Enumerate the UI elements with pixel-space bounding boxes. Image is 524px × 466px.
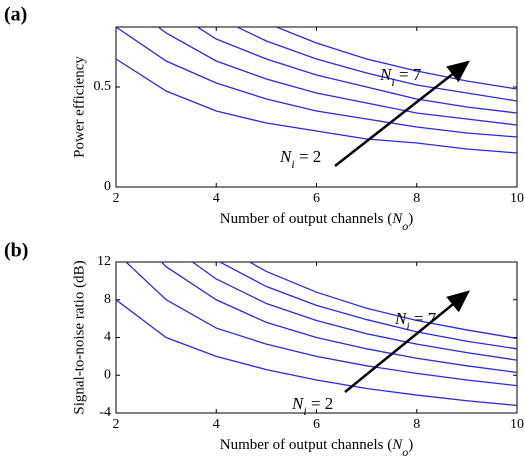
annotation: Ni = 7 <box>394 309 437 333</box>
x-axis-label: Number of output channels (No) <box>220 437 413 458</box>
annotation-part: i <box>291 157 294 171</box>
x-tick-label: 2 <box>113 191 120 206</box>
annotation: Ni = 2 <box>291 394 333 418</box>
annotation-part: = 2 <box>295 147 322 166</box>
panel-label: (a) <box>4 4 27 26</box>
series-line <box>235 27 517 102</box>
annotation-part: N <box>291 394 305 413</box>
arrow <box>334 60 470 167</box>
y-tick-label: 0 <box>104 179 111 194</box>
x-tick-label: 10 <box>510 191 524 206</box>
x-axis-label-part: N <box>391 211 403 227</box>
annotation-part: = 2 <box>307 394 334 413</box>
annotation-part: = 7 <box>410 309 437 328</box>
series-line <box>157 27 517 126</box>
series-line <box>218 262 517 350</box>
x-axis-label: Number of output channels (No) <box>220 211 413 232</box>
y-tick-label: 8 <box>104 292 111 307</box>
arrow <box>344 290 470 393</box>
lines <box>116 27 517 154</box>
series-line <box>248 262 517 340</box>
annotation-part: i <box>303 404 306 418</box>
annotation-part: i <box>391 75 394 89</box>
x-tick-label: 8 <box>413 191 420 206</box>
series-line <box>160 262 517 374</box>
x-axis-label-part: ) <box>408 437 413 453</box>
annotation: Ni = 2 <box>279 147 321 171</box>
x-tick-label: 4 <box>213 191 220 206</box>
x-tick-label: 10 <box>510 417 524 432</box>
annotation-part: N <box>394 309 408 328</box>
annotation: Ni = 7 <box>379 65 422 89</box>
y-tick-label: 12 <box>97 254 111 269</box>
series-line <box>116 27 517 138</box>
series-line <box>125 262 517 387</box>
x-axis-label-part: o <box>402 445 408 459</box>
series-line <box>191 262 517 361</box>
x-axis-label-part: o <box>402 219 408 233</box>
y-tick-label: -4 <box>99 405 111 420</box>
annotation-part: N <box>379 65 393 84</box>
x-tick-label: 2 <box>113 417 120 432</box>
y-tick-label: 4 <box>104 330 111 345</box>
x-axis-label-part: ) <box>408 211 413 227</box>
x-tick-label: 4 <box>213 417 220 432</box>
y-tick-label: 0 <box>104 367 111 382</box>
series-line <box>116 299 517 407</box>
x-axis-label-part: N <box>391 437 403 453</box>
y-axis-label: Signal-to-noise ratio (dB) <box>71 260 87 414</box>
x-axis-label-part: Number of output channels ( <box>220 437 392 453</box>
annotation-part: = 7 <box>395 65 422 84</box>
lines <box>116 262 517 407</box>
series-line <box>196 27 517 114</box>
y-tick-label: 0.5 <box>94 79 112 94</box>
y-axis-label: Power efficiency <box>71 56 87 158</box>
annotation-part: i <box>406 319 409 333</box>
panel-label: (b) <box>4 240 28 262</box>
x-tick-label: 6 <box>313 191 320 206</box>
series-line <box>116 58 517 154</box>
x-tick-label: 8 <box>413 417 420 432</box>
x-tick-label: 6 <box>313 417 320 432</box>
x-axis-label-part: Number of output channels ( <box>220 211 392 227</box>
annotation-part: N <box>279 147 293 166</box>
